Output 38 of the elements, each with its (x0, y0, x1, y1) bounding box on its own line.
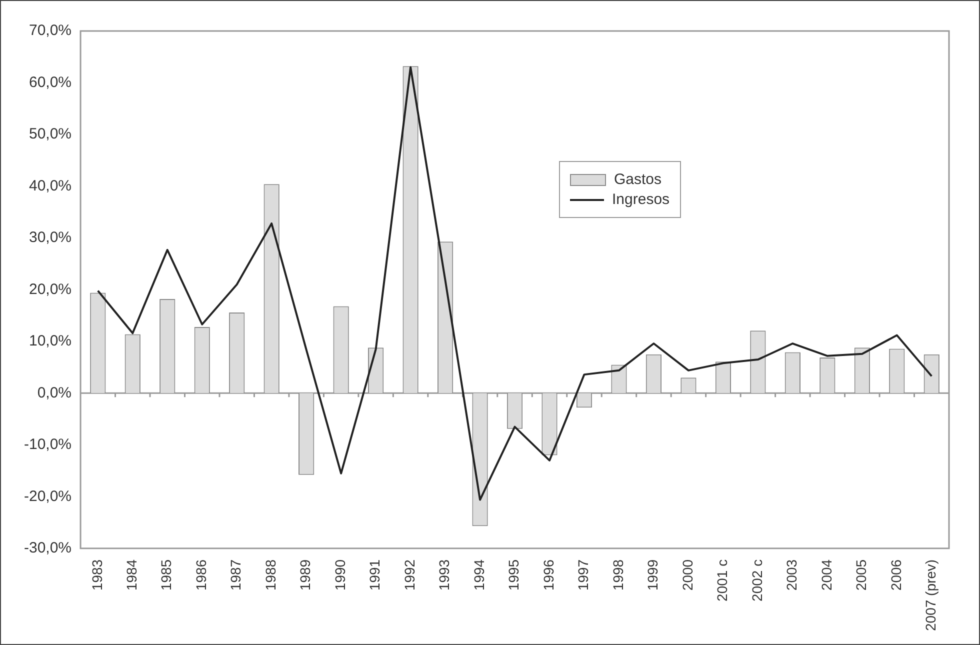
y-tick-label: -30,0% (24, 540, 72, 557)
x-tick-label: 2005 (853, 559, 870, 591)
y-tick-label: 50,0% (28, 126, 72, 143)
x-tick-label: 1994 (470, 559, 487, 591)
x-tick-label: 1983 (88, 559, 105, 591)
x-tick-label: 2003 (784, 559, 800, 591)
y-tick-label: 20,0% (28, 280, 72, 298)
y-tick-label: 0,0% (37, 384, 72, 402)
x-tick-label: 1986 (192, 559, 209, 591)
x-tick-label: 1985 (158, 559, 174, 591)
y-tick-label: 30,0% (28, 229, 72, 246)
x-tick-label: 2000 (679, 559, 696, 591)
x-tick-label: 1987 (228, 559, 244, 591)
y-tick-label: -20,0% (24, 488, 72, 505)
y-tick-label: 40,0% (28, 177, 72, 194)
y-tick-label: 70,0% (28, 22, 72, 40)
x-tick-label: 1993 (436, 559, 452, 591)
x-tick-label: 1990 (332, 559, 348, 591)
x-tick-label: 1999 (644, 559, 661, 591)
x-tick-label: 2006 (888, 559, 904, 591)
x-tick-label: 2001 c (714, 559, 730, 602)
x-tick-label: 1997 (575, 559, 592, 591)
x-tick-label: 2007 (prev) (922, 559, 938, 631)
y-tick-label: 10,0% (28, 332, 72, 350)
x-tick-label: 2004 (818, 559, 834, 591)
x-tick-label: 1989 (297, 559, 314, 591)
y-tick-label: 60,0% (28, 74, 72, 91)
x-tick-label: 1996 (540, 559, 556, 591)
legend-label: Ingresos (612, 191, 670, 208)
x-tick-label: 1998 (610, 559, 626, 591)
x-tick-label: 1988 (262, 559, 278, 591)
x-tick-label: 1995 (506, 559, 522, 591)
legend-label: Gastos (614, 171, 662, 188)
x-tick-label: 2002 c (748, 559, 765, 602)
y-tick-label: -10,0% (24, 436, 72, 454)
x-tick-label: 1992 (401, 559, 418, 591)
x-tick-label: 1991 (366, 559, 383, 591)
x-tick-label: 1984 (123, 559, 140, 591)
